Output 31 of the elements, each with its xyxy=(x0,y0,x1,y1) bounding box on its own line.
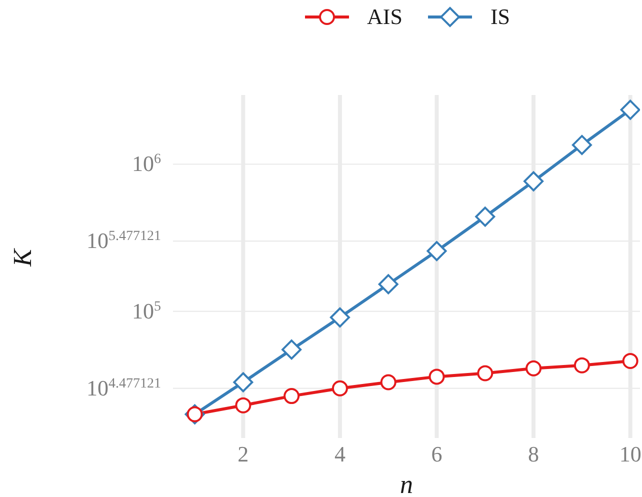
point xyxy=(574,357,590,374)
y-tick-label: 10$^{6}$ xyxy=(132,151,161,176)
x-tick-label: 8 xyxy=(528,442,540,467)
point xyxy=(332,380,348,396)
point xyxy=(572,134,592,155)
point xyxy=(428,368,445,385)
point xyxy=(475,206,496,227)
y-tick-label: 10$^{4.477121}$ xyxy=(86,375,161,400)
x-tick-label: 2 xyxy=(238,442,249,467)
point xyxy=(233,372,254,392)
y-tick-label: 10$^{5}$ xyxy=(132,298,161,324)
point xyxy=(620,100,640,120)
point xyxy=(622,353,638,370)
point xyxy=(380,374,396,390)
point xyxy=(378,274,398,294)
point xyxy=(235,397,252,414)
y-tick-label: 10$^{5.477121}$ xyxy=(86,228,161,254)
point xyxy=(526,360,542,376)
point xyxy=(330,307,350,328)
y-axis-title: K xyxy=(8,248,38,268)
point xyxy=(426,241,447,262)
x-tick-label: 10 xyxy=(619,442,642,467)
legend-label: AIS xyxy=(366,4,402,30)
point xyxy=(282,340,302,360)
x-axis-title: n xyxy=(400,470,413,497)
x-tick-label: 6 xyxy=(431,442,442,467)
x-tick-label: 4 xyxy=(334,442,346,467)
point xyxy=(477,365,494,382)
point xyxy=(284,388,300,404)
point xyxy=(524,171,544,192)
legend-label: IS xyxy=(490,4,510,30)
